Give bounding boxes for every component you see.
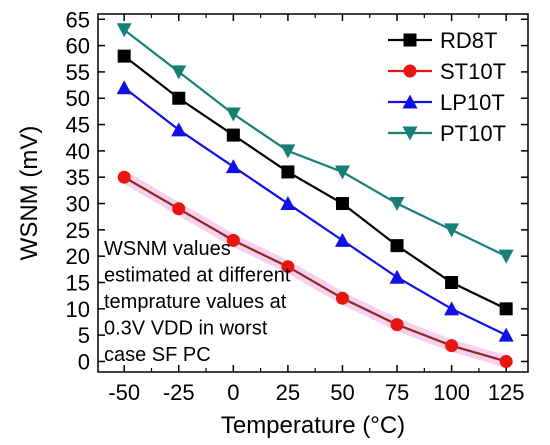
annotation-line: WSNM values [104,238,231,260]
data-point-rd8t [281,165,295,179]
series-line-lp10t [123,86,507,337]
series-line-pt10t [123,28,507,258]
series-layer [116,23,514,368]
y-tick-label: 10 [66,297,90,322]
y-tick-label: 60 [66,34,90,59]
y-tick-label: 0 [78,349,90,374]
data-point-rd8t [117,49,131,63]
legend-item-pt10t: PT10T [388,121,506,146]
series-pt10t [116,23,514,264]
axes-layer: -50 -25 0 25 50 75 100 125051015202530354045505… [66,7,529,405]
annotation-layer: WSNM values estimated at different temprat… [104,238,291,366]
data-point-pt10t [389,197,405,212]
data-point-lp10t [334,232,350,247]
data-point-st10t [390,318,404,332]
y-tick-label: 40 [66,139,90,164]
y-tick-label: 25 [66,218,90,243]
data-point-lp10t [389,269,405,284]
legend-label-pt10t: PT10T [440,121,506,146]
y-tick-label: 50 [66,86,90,111]
annotation-line: estimated at different [104,265,291,287]
annotation-line: temprature values at [104,291,287,313]
y-tick-label: 45 [66,113,90,138]
series-rd8t [117,49,513,316]
x-tick-label: 75 [385,380,409,405]
series-st10t [117,170,513,368]
x-axis-title: Temperature (°C) [221,412,405,439]
data-point-pt10t [334,165,350,180]
y-tick-label: 65 [66,7,90,32]
data-point-pt10t [225,107,241,122]
annotation-line: 0.3V VDD in worst [104,318,268,340]
data-point-pt10t [280,144,296,159]
data-point-lp10t [498,327,514,342]
plot-frame [97,13,529,373]
axis-titles-layer: Temperature (°C) WSNM (mV) [16,126,405,439]
data-point-lp10t [225,159,241,174]
data-point-rd8t [226,128,240,142]
legend-label-lp10t: LP10T [440,90,505,115]
legend-item-lp10t: LP10T [388,90,505,115]
data-point-rd8t [172,91,186,105]
data-point-pt10t [498,249,514,264]
x-tick-label: 0 [227,380,239,405]
y-tick-label: 15 [66,271,90,296]
legend-marker-lp10t [402,94,418,109]
data-point-lp10t [116,80,132,95]
data-point-st10t [445,339,459,353]
x-tick-label: -50 [108,380,140,405]
x-tick-label: 25 [276,380,300,405]
annotation-line: case SF PC [104,344,211,366]
legend-marker-rd8t [403,33,417,47]
data-point-pt10t [171,65,187,80]
x-tick-label: 50 [330,380,354,405]
data-point-pt10t [444,223,460,238]
legend-item-st10t: ST10T [388,59,506,84]
data-point-pt10t [116,23,132,38]
legend-marker-st10t [403,64,417,78]
y-tick-label: 35 [66,165,90,190]
y-axis-title: WSNM (mV) [16,126,43,261]
data-point-rd8t [499,302,513,316]
legend-item-rd8t: RD8T [388,28,497,53]
data-point-st10t [281,260,295,274]
legend-label-rd8t: RD8T [440,28,497,53]
data-point-st10t [172,202,186,216]
legend-label-st10t: ST10T [440,59,506,84]
series-line-st10t [123,176,507,363]
series-lp10t [116,80,514,342]
y-tick-label: 30 [66,192,90,217]
series-line-rd8t [123,55,507,310]
data-point-st10t [226,233,240,247]
data-point-st10t [499,354,513,368]
legend-marker-pt10t [402,126,418,141]
x-tick-label: 100 [433,380,470,405]
data-point-rd8t [390,239,404,253]
data-point-st10t [335,291,349,305]
y-tick-label: 20 [66,244,90,269]
data-point-lp10t [171,122,187,137]
x-tick-label: 125 [488,380,525,405]
legend-layer: RD8T ST10T LP10T PT10T [388,28,506,146]
data-point-lp10t [280,196,296,211]
y-tick-label: 55 [66,60,90,85]
data-point-st10t [117,170,131,184]
data-point-rd8t [445,276,459,289]
data-point-lp10t [444,301,460,316]
y-tick-label: 5 [78,323,90,348]
data-point-rd8t [335,197,349,211]
x-tick-label: -25 [163,380,195,405]
